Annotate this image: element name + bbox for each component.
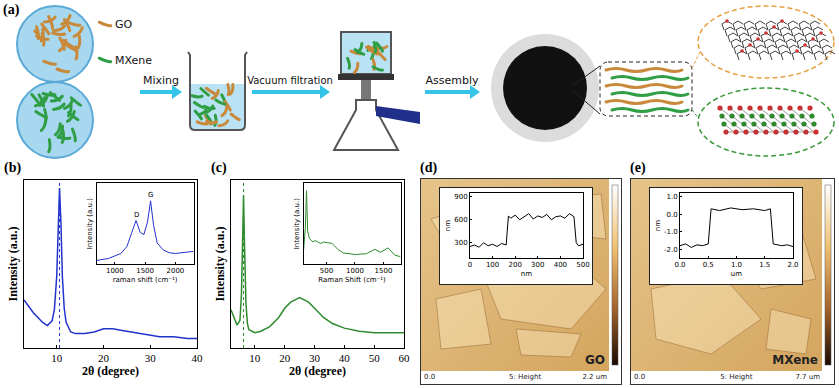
svg-text:400: 400	[554, 261, 567, 269]
svg-text:1000: 1000	[106, 267, 124, 275]
html-text:5: Height: 5: Height	[720, 373, 753, 381]
svg-text:1500: 1500	[375, 267, 393, 275]
svg-text:GO: GO	[115, 18, 133, 31]
svg-text:20: 20	[98, 352, 110, 364]
svg-text:300: 300	[531, 261, 544, 269]
html-text:(d): (d)	[420, 160, 438, 175]
svg-text:2.0: 2.0	[787, 261, 798, 269]
svg-text:Intensity (a.u.): Intensity (a.u.)	[213, 226, 227, 301]
html-text:GO: GO	[584, 353, 605, 367]
svg-text:Intensity (a.u.): Intensity (a.u.)	[6, 226, 20, 301]
svg-text:2000: 2000	[166, 267, 184, 275]
svg-text:10: 10	[249, 352, 260, 364]
svg-text:300: 300	[454, 239, 467, 247]
svg-text:40: 40	[339, 352, 351, 364]
svg-text:-1.0: -1.0	[664, 228, 678, 236]
svg-text:Assembly: Assembly	[425, 74, 479, 87]
html-text:(e): (e)	[630, 160, 646, 175]
svg-text:um: um	[731, 270, 742, 278]
svg-text:1.5: 1.5	[759, 261, 770, 269]
svg-text:500: 500	[576, 261, 589, 269]
html-text:0.0: 0.0	[634, 373, 646, 381]
svg-text:2θ (degree): 2θ (degree)	[82, 364, 139, 378]
svg-text:30: 30	[145, 352, 157, 364]
svg-text:40: 40	[192, 352, 204, 364]
svg-text:Vacuum filtration: Vacuum filtration	[247, 75, 333, 86]
svg-text:MXene: MXene	[115, 54, 152, 67]
svg-text:60: 60	[399, 352, 411, 364]
html-text:(c): (c)	[211, 160, 227, 175]
svg-text:0.0: 0.0	[666, 211, 677, 219]
svg-text:10: 10	[51, 352, 63, 364]
html-text:0.0: 0.0	[424, 373, 436, 381]
svg-text:1.0: 1.0	[666, 193, 677, 201]
svg-text:1.0: 1.0	[731, 261, 742, 269]
svg-text:Mixing: Mixing	[143, 74, 179, 87]
svg-text:nm: nm	[444, 220, 452, 231]
svg-text:50: 50	[369, 352, 381, 364]
svg-text:0.0: 0.0	[674, 261, 685, 269]
svg-text:0.5: 0.5	[703, 261, 714, 269]
svg-text:100: 100	[486, 261, 499, 269]
svg-text:nm: nm	[654, 220, 662, 231]
svg-text:Intensity (a.u.): Intensity (a.u.)	[293, 198, 301, 250]
svg-text:900: 900	[454, 193, 467, 201]
svg-text:200: 200	[509, 261, 522, 269]
svg-text:0: 0	[468, 261, 472, 269]
svg-text:D: D	[134, 211, 139, 219]
svg-text:(a): (a)	[3, 2, 20, 18]
svg-text:20: 20	[279, 352, 291, 364]
svg-text:1000: 1000	[346, 267, 364, 275]
svg-text:500: 500	[320, 267, 333, 275]
svg-text:600: 600	[454, 216, 467, 224]
svg-text:G: G	[148, 191, 153, 199]
svg-text:Intensity (a.u.): Intensity (a.u.)	[86, 198, 94, 250]
html-text:5: Height: 5: Height	[509, 373, 542, 381]
svg-text:30: 30	[309, 352, 321, 364]
svg-text:-2.0: -2.0	[664, 246, 678, 254]
html-text:2.2 um: 2.2 um	[582, 373, 607, 381]
svg-text:Raman Shift (cm⁻¹): Raman Shift (cm⁻¹)	[318, 276, 386, 284]
html-text:(b): (b)	[4, 160, 22, 175]
svg-text:raman shift (cm⁻¹): raman shift (cm⁻¹)	[113, 276, 178, 284]
svg-text:nm: nm	[521, 270, 532, 278]
html-text:7.7 um: 7.7 um	[795, 373, 820, 381]
html-text:MXene: MXene	[772, 353, 818, 367]
svg-text:1500: 1500	[136, 267, 154, 275]
svg-text:2θ (degree): 2θ (degree)	[289, 364, 346, 378]
